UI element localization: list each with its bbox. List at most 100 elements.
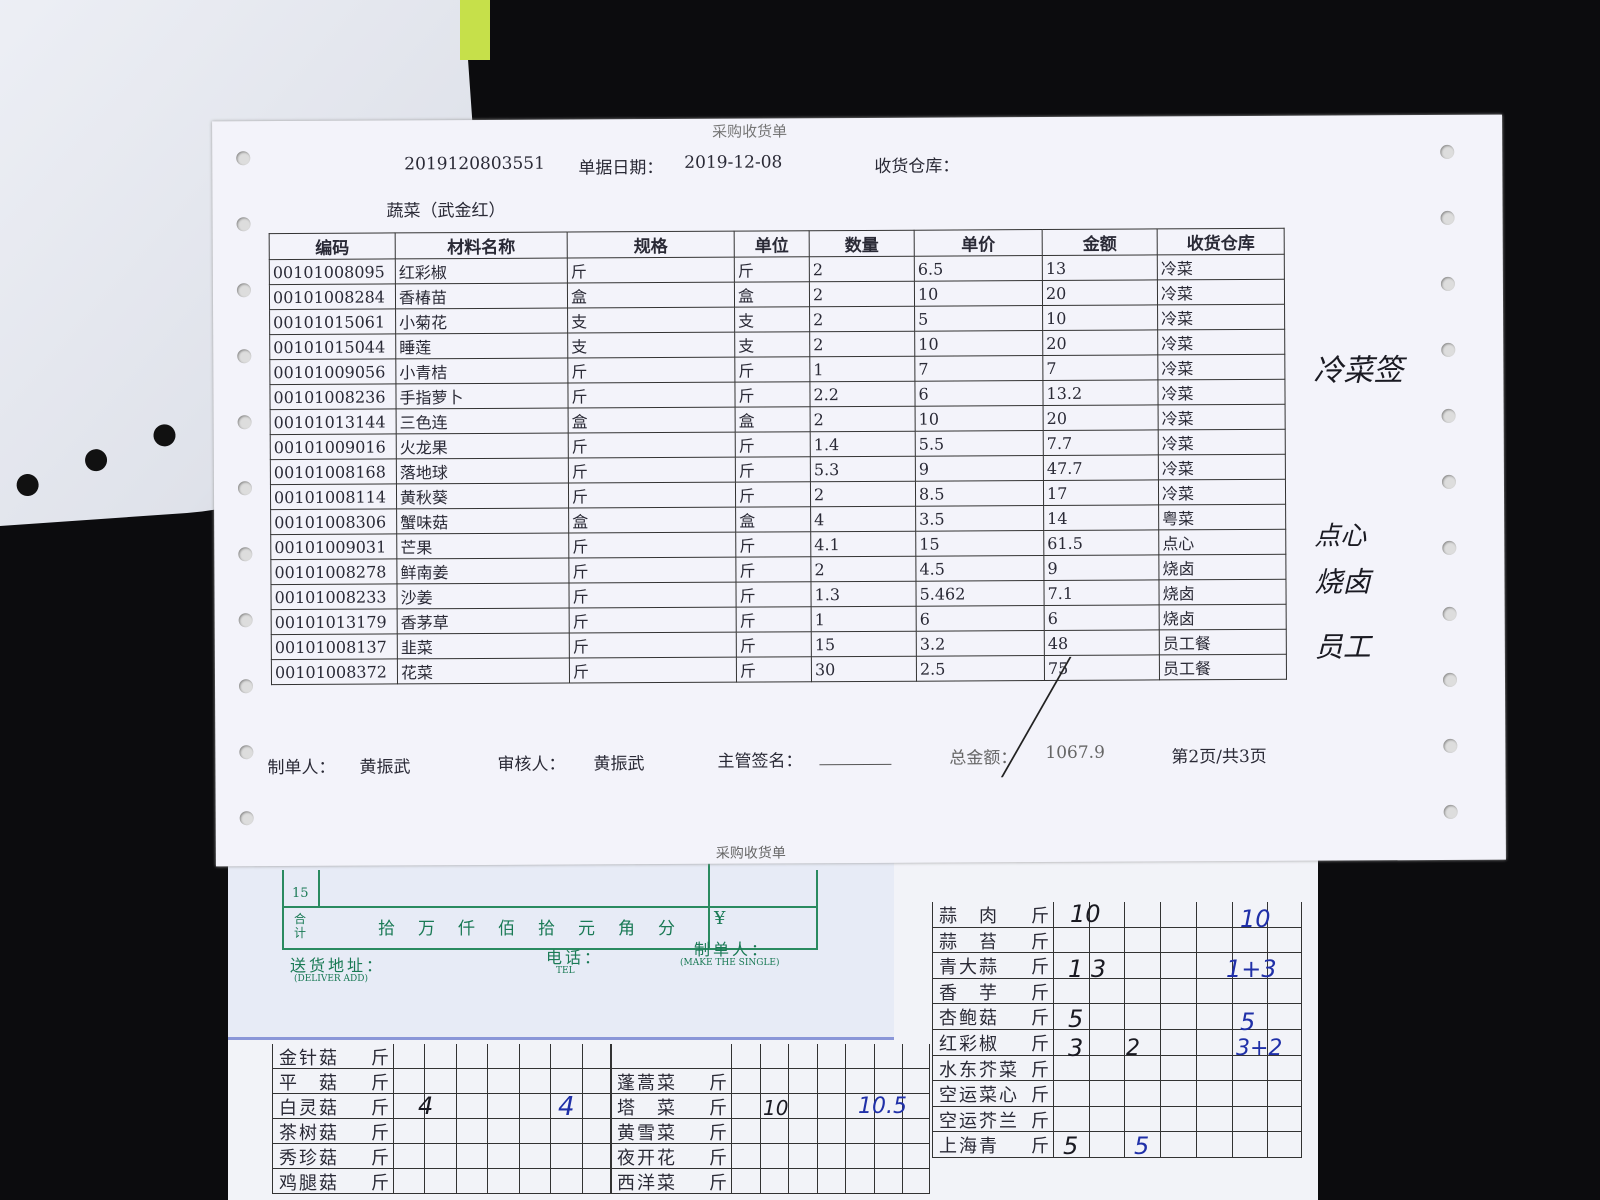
table-cell: 烧卤 <box>1158 554 1286 580</box>
table-cell: 斤 <box>568 457 736 484</box>
table-cell: 点心 <box>1158 529 1286 555</box>
table-cell: 斤 <box>735 556 811 583</box>
tractor-hole <box>239 745 254 760</box>
table-cell: 小青桔 <box>395 358 568 384</box>
maker-name: 黄振武 <box>359 757 411 778</box>
handwritten-signature: 烧卤 <box>1314 565 1371 599</box>
tractor-hole <box>236 217 251 232</box>
currency-symbol: ¥ <box>714 908 726 929</box>
signature-line <box>819 763 892 766</box>
slip-total-label: 合计 <box>294 912 307 940</box>
item-unit: 斤 <box>709 1173 729 1194</box>
table-cell: 盒 <box>567 282 735 309</box>
item-name: 金针菇 <box>279 1048 339 1069</box>
tractor-hole <box>237 349 252 364</box>
hw-value: 10 <box>1240 905 1271 933</box>
tractor-hole <box>1442 540 1457 555</box>
table-cell: 00101009016 <box>270 433 397 460</box>
table-cell: 2 <box>809 256 915 282</box>
item-unit: 斤 <box>371 1148 391 1169</box>
handwritten-signature: 点心 <box>1314 521 1367 552</box>
table-cell: 斤 <box>736 656 812 683</box>
hw-value: 2 <box>1126 1036 1140 1061</box>
warehouse-label: 收货仓库： <box>874 156 960 177</box>
page-indicator: 第2页/共3页 <box>1171 746 1267 768</box>
table-cell: 斤 <box>567 357 735 384</box>
supplier: 蔬菜（武金红） <box>386 200 506 222</box>
table-cell: 00101008372 <box>271 658 398 685</box>
item-name: 夜开花 <box>617 1148 677 1169</box>
hw-value: 3 <box>1068 1034 1084 1062</box>
table-cell: 冷菜 <box>1157 354 1285 380</box>
order-row: 空运芥兰斤 <box>932 1106 1302 1133</box>
table-cell: 盒 <box>735 406 811 433</box>
table-cell: 盒 <box>568 407 736 434</box>
item-unit: 斤 <box>1031 1059 1051 1081</box>
table-cell: 00101008114 <box>270 483 397 510</box>
item-name: 白灵菇 <box>279 1098 339 1119</box>
date-label: 单据日期： <box>578 158 664 179</box>
item-unit: 斤 <box>1031 931 1051 953</box>
reviewer-name: 黄振武 <box>593 754 645 775</box>
order-row: 水东芥菜斤 <box>932 1055 1302 1082</box>
order-row: 夜开花 斤 <box>610 1144 930 1169</box>
order-row: 蓬蒿菜 斤 <box>610 1069 930 1094</box>
tractor-hole <box>236 283 251 298</box>
table-cell: 9 <box>915 455 1044 482</box>
delivery-slip: 15 合计 拾 万 仟 佰 拾 元 角 分 ¥ 送货地址： (DELIVER ADD) 电话：… <box>228 858 894 1040</box>
table-cell: 4.1 <box>810 531 916 557</box>
item-unit: 斤 <box>1031 1136 1051 1158</box>
supervisor-label: 主管签名： <box>717 751 803 772</box>
doc-date: 2019-12-08 <box>684 152 783 173</box>
item-name: 红彩椒 <box>939 1034 999 1055</box>
table-cell: 冷菜 <box>1158 454 1286 480</box>
table-cell: 冷菜 <box>1157 304 1285 330</box>
table-cell: 3.2 <box>916 630 1045 657</box>
table-cell: 斤 <box>568 482 736 509</box>
table-cell: 00101009031 <box>270 533 397 560</box>
hw-value: 10 <box>1070 900 1101 928</box>
table-cell: 沙姜 <box>396 583 570 609</box>
table-cell: 斤 <box>569 632 737 659</box>
hw-value: 5 <box>1240 1008 1256 1036</box>
item-unit: 斤 <box>371 1173 391 1194</box>
hw-value: 1+3 <box>1226 955 1277 983</box>
order-row: 红彩椒 斤 <box>932 1030 1302 1056</box>
item-unit: 斤 <box>709 1148 729 1169</box>
tractor-hole <box>239 811 254 826</box>
order-row: 西洋菜 斤 <box>610 1169 930 1194</box>
table-cell: 5.3 <box>810 456 916 482</box>
table-cell: 00101008278 <box>270 558 397 585</box>
table-cell: 8.5 <box>915 480 1044 507</box>
address-label: 送货地址： <box>290 956 386 975</box>
item-name: 蓬蒿菜 <box>617 1073 677 1094</box>
table-cell: 斤 <box>569 657 737 684</box>
item-name: 茶树菇 <box>279 1123 339 1144</box>
order-row: 蒜 苔斤 <box>932 927 1302 954</box>
amount-unit: 拾 <box>538 919 555 939</box>
item-unit: 斤 <box>1031 1110 1051 1132</box>
item-unit: 斤 <box>1031 906 1051 927</box>
order-row: 白灵菇 斤 <box>272 1094 612 1119</box>
table-cell: 00101008168 <box>270 458 397 485</box>
table-cell: 7.7 <box>1043 429 1159 456</box>
item-unit: 斤 <box>1031 1008 1051 1030</box>
table-cell: 6 <box>914 380 1044 407</box>
tractor-hole <box>236 151 251 166</box>
table-cell: 47.7 <box>1043 454 1159 481</box>
amount-unit: 元 <box>578 919 595 939</box>
table-cell: 冷菜 <box>1157 254 1285 280</box>
amount-unit: 分 <box>658 919 675 939</box>
item-unit: 斤 <box>371 1123 391 1144</box>
tel-en: TEL <box>556 966 575 976</box>
item-unit: 斤 <box>1031 1034 1051 1055</box>
item-name: 平 菇 <box>279 1073 339 1094</box>
table-cell: 支 <box>567 307 735 334</box>
table-cell: 15 <box>811 631 917 657</box>
table-cell: 睡莲 <box>395 333 568 359</box>
table-cell: 红彩椒 <box>395 258 568 284</box>
table-cell: 斤 <box>734 381 811 408</box>
table-cell: 盒 <box>568 507 736 534</box>
order-row: 秀珍菇 斤 <box>272 1144 612 1169</box>
table-cell: 盒 <box>734 281 810 308</box>
